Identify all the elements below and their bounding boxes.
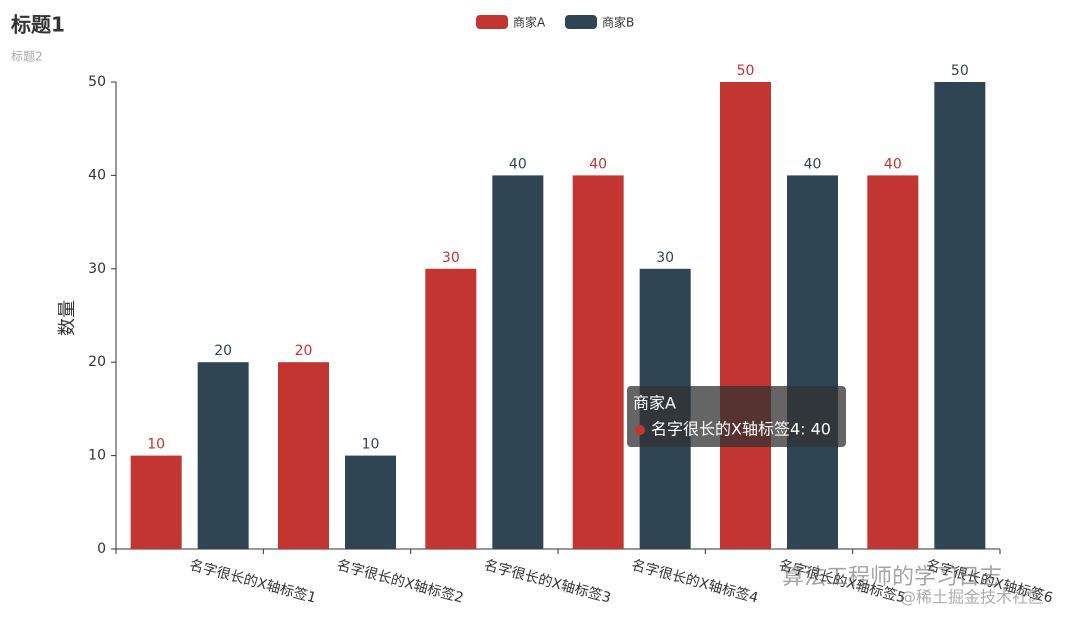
value-label: 50 (951, 63, 969, 79)
bar (867, 175, 919, 549)
value-label: 10 (147, 437, 165, 453)
value-label: 40 (509, 156, 527, 172)
y-axis-label: 数量 (57, 300, 78, 336)
bar (720, 82, 771, 549)
watermark: 算法工程师的学习日志 (782, 565, 1002, 590)
tooltip-title: 商家A (633, 394, 676, 413)
x-tick-label: 名字很长的X轴标签2 (335, 556, 465, 606)
value-label: 10 (362, 437, 380, 453)
value-label: 40 (589, 156, 607, 172)
chart-title: 标题1 (11, 13, 65, 37)
value-label: 40 (884, 156, 902, 172)
bar (934, 82, 986, 549)
bar (787, 175, 838, 549)
legend-label: 商家B (602, 15, 634, 30)
watermark: @稀土掘金技术社区 (900, 588, 1044, 607)
y-tick-label: 40 (88, 167, 106, 183)
legend-swatch (476, 15, 508, 29)
value-label: 30 (442, 250, 460, 266)
bar (278, 362, 329, 549)
value-label: 50 (737, 63, 755, 79)
bar (572, 175, 624, 549)
bar (197, 362, 249, 549)
bar (492, 175, 544, 549)
legend-label: 商家A (513, 15, 546, 30)
y-tick-label: 0 (97, 541, 106, 557)
x-tick-label: 名字很长的X轴标签4 (630, 556, 761, 606)
tooltip: 商家A 名字很长的X轴标签4: 40 (627, 386, 846, 447)
chart-subtitle: 标题2 (11, 50, 43, 64)
y-tick-label: 50 (88, 74, 106, 90)
value-label: 40 (804, 156, 822, 172)
bar (130, 455, 182, 549)
tooltip-dot (635, 425, 645, 435)
x-tick-label: 名字很长的X轴标签3 (482, 556, 612, 606)
tooltip-label: 名字很长的X轴标签4: 40 (651, 420, 831, 439)
y-tick-label: 10 (88, 448, 106, 464)
y-tick-label: 30 (88, 261, 106, 277)
value-label: 20 (295, 343, 313, 359)
tooltip-box (627, 386, 846, 447)
bar (425, 268, 477, 549)
y-tick-label: 20 (88, 354, 106, 370)
x-tick-label: 名字很长的X轴标签1 (188, 556, 318, 606)
value-label: 30 (656, 250, 674, 266)
bar (345, 455, 396, 549)
legend-swatch (565, 15, 597, 29)
value-label: 20 (214, 343, 232, 359)
